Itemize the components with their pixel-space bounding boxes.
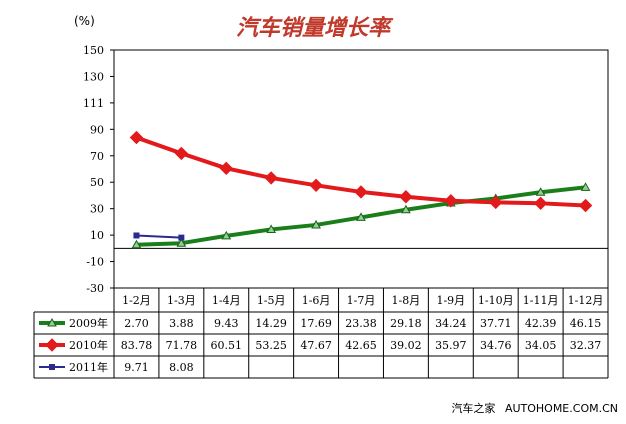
data-point [535,187,546,196]
x-category-label: 1-6月 [302,294,331,307]
data-point [176,238,187,247]
data-point [133,232,140,239]
data-point [356,212,366,221]
data-label: 32.37 [570,339,602,352]
x-category-label: 1-2月 [122,294,151,307]
data-point [219,161,233,176]
y-tick-label: 111 [83,97,104,110]
x-category-label: 1-4月 [212,294,241,307]
data-point [401,204,411,214]
x-category-label: 1-9月 [436,294,465,307]
data-point [221,230,232,240]
data-label: 23.38 [345,317,377,330]
data-label: 34.76 [480,339,512,352]
y-tick-label: 70 [90,150,104,163]
y-tick-label: 50 [90,176,104,189]
data-point [399,190,413,204]
data-label: 34.24 [435,317,467,330]
data-point [444,194,458,208]
data-point [533,196,548,211]
legend-swatch-marker [45,338,59,352]
x-category-label: 1-10月 [478,294,514,307]
data-label: 14.29 [255,317,287,330]
data-point [174,146,189,161]
data-label: 42.65 [345,339,377,352]
y-tick-label: 30 [90,203,104,216]
y-tick-label: -30 [86,282,104,295]
data-point [489,195,503,210]
chart-title: 汽车销量增长率 [235,15,390,41]
legend-label: 2011年 [69,360,108,374]
data-point [311,219,321,229]
data-point [264,171,278,185]
x-category-label: 1-8月 [392,294,421,307]
footer-site: AUTOHOME.COM.CN [504,402,618,415]
data-label: 71.78 [166,339,198,352]
data-point [178,234,185,241]
data-label: 35.97 [435,339,467,352]
x-category-label: 1-3月 [167,294,196,307]
y-tick-label: 10 [90,229,104,242]
data-label: 37.71 [480,317,512,330]
y-tick-label: 90 [90,123,104,136]
y-tick-label: -10 [86,256,104,269]
data-label: 47.67 [300,339,332,352]
data-point [354,185,368,199]
data-label: 83.78 [121,339,153,352]
legend-label: 2009年 [69,316,108,330]
data-label: 29.18 [390,317,422,330]
plot-frame [113,49,609,289]
x-category-label: 1-12月 [568,294,604,307]
y-tick-label: 130 [83,70,104,83]
series-line [136,234,182,239]
footer-watermark: 汽车之家 AUTOHOME.COM.CN [451,400,618,416]
footer-brand: 汽车之家 [451,402,496,415]
legend-label: 2010年 [69,338,108,352]
legend-swatch-marker [49,364,55,370]
y-tick-label: 150 [83,44,104,57]
x-category-label: 1-11月 [523,294,559,307]
data-label: 9.71 [124,361,149,374]
x-category-label: 1-5月 [257,294,286,307]
data-label: 60.51 [211,339,243,352]
data-label: 53.25 [255,339,287,352]
data-label: 34.05 [525,339,557,352]
data-label: 9.43 [214,317,239,330]
data-label: 17.69 [300,317,332,330]
data-label: 3.88 [169,317,194,330]
data-point [129,130,144,145]
data-point [578,198,593,213]
data-label: 46.15 [570,317,602,330]
y-unit-label: (%) [74,14,95,28]
data-label: 2.70 [124,317,149,330]
data-point [266,224,277,233]
x-category-label: 1-7月 [347,294,376,307]
legend-swatch-marker [47,317,57,327]
data-label: 8.08 [169,361,194,374]
data-label: 42.39 [525,317,557,330]
data-point [580,182,591,191]
data-point [131,239,142,249]
data-label: 39.02 [390,339,422,352]
data-point [309,178,323,193]
